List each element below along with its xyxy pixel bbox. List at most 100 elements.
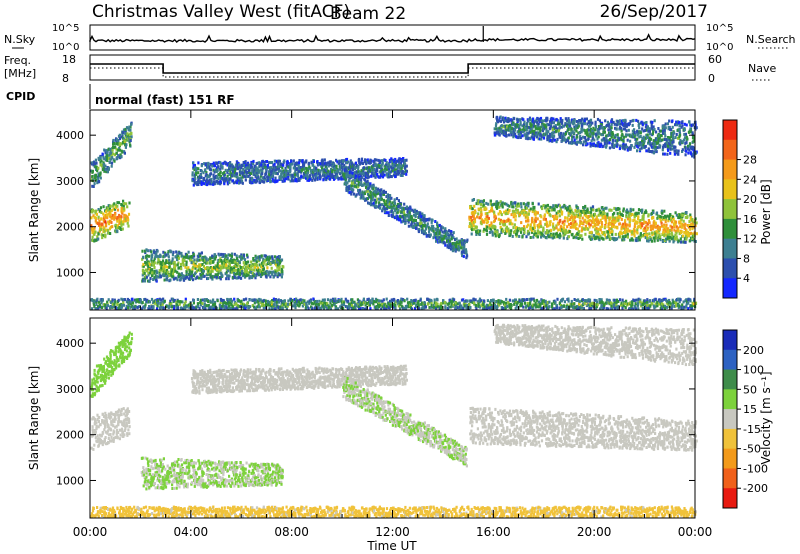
data-cell [556,122,560,126]
data-cell [436,236,440,240]
data-cell [430,220,433,224]
data-cell [673,223,676,227]
data-cell [566,119,569,123]
data-cell [331,168,334,172]
data-cell [200,183,203,186]
data-cell [266,175,269,179]
data-cell [104,222,107,226]
data-cell [513,117,516,121]
data-cell [647,239,650,243]
data-cell [386,205,389,209]
data-cell [382,190,385,194]
data-cell [561,205,565,209]
data-cell [262,264,265,267]
data-cell [564,206,567,210]
data-cell [396,210,399,214]
data-cell [192,265,195,269]
data-cell [211,275,214,279]
data-cell [582,210,585,214]
data-cell [267,175,270,179]
data-cell [194,166,197,170]
data-cell [274,255,277,259]
data-cell [369,169,372,173]
data-cell [200,258,203,262]
data-cell [155,278,158,282]
data-cell [541,124,544,128]
data-cell [219,179,222,183]
data-cell [278,268,281,272]
data-cell [337,168,340,172]
data-cell [482,229,485,233]
data-cell [98,224,101,227]
data-cell [345,169,348,173]
data-cell [346,166,349,170]
data-cell [223,160,226,164]
data-cell [500,228,503,232]
data-cell [663,234,666,238]
data-cell [652,209,655,213]
data-cell [165,260,168,264]
data-cell [372,203,375,207]
data-cell [254,164,257,168]
data-cell [387,162,391,166]
data-cell [540,137,543,141]
data-cell [170,270,173,274]
data-cell [248,264,251,268]
data-cell [274,272,277,276]
data-cell [405,169,408,173]
data-cell [663,231,666,235]
data-cell [214,255,217,259]
data-cell [440,234,443,238]
data-cell [403,170,406,174]
data-cell [294,173,297,176]
freq-tick-top: 18 [62,53,76,66]
data-cell [118,146,121,150]
data-cell [695,232,698,236]
data-cell [369,184,372,188]
data-cell [536,211,539,215]
data-cell [513,223,516,227]
data-cell [585,227,588,231]
data-cell [284,171,287,175]
data-cell [489,202,492,206]
data-cell [423,229,426,233]
data-cell [567,138,570,142]
data-cell [493,210,496,214]
data-cell [223,171,226,174]
data-cell [536,124,540,128]
data-cell [678,213,681,217]
data-cell [195,269,198,273]
data-cell [389,194,392,198]
data-cell [238,264,241,268]
data-cell [510,133,513,137]
data-cell [385,161,388,165]
data-cell [152,263,155,267]
data-cell [90,169,93,173]
data-cell [512,201,515,205]
data-cell [622,235,625,239]
data-cell [653,223,656,227]
data-cell [159,262,162,266]
data-cell [451,242,454,246]
data-cell [566,237,569,241]
data-cell [338,176,341,180]
data-cell [174,263,177,267]
data-cell [428,217,431,221]
data-cell [418,223,422,227]
data-cell [429,233,432,237]
data-cell [251,170,254,174]
data-cell [571,219,574,223]
data-cell [552,232,555,236]
data-cell [542,217,545,221]
data-cell [519,128,522,132]
data-cell [546,224,549,228]
data-cell [101,223,104,226]
data-cell [193,175,197,179]
data-cell [515,228,518,232]
data-cell [117,148,120,152]
data-cell [561,137,564,141]
data-cell [255,268,258,272]
data-cell [219,257,222,261]
data-cell [495,206,499,210]
data-cell [636,238,640,242]
